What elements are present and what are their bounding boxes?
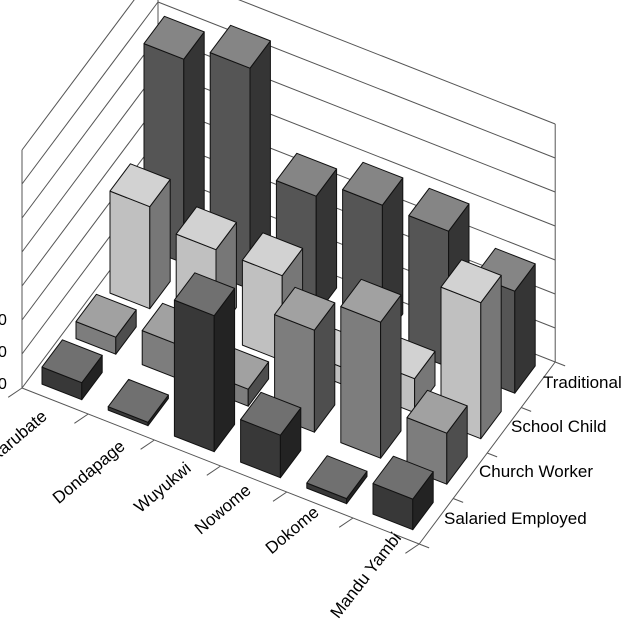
series-label-school-child: School Child xyxy=(511,417,606,436)
gridline-back-wall xyxy=(157,1,556,159)
bar-salaried-employed-3 xyxy=(240,391,302,479)
floor-tick-category xyxy=(405,543,420,554)
bar-top-face xyxy=(340,278,402,323)
category-label-mandu-yambi: Mandu Yambi xyxy=(327,529,406,622)
floor-tick-series xyxy=(487,452,498,458)
bar-front-face xyxy=(109,190,151,310)
series-label-salaried-employed: Salaried Employed xyxy=(444,509,587,528)
bar-top-face xyxy=(274,286,336,331)
bar-top-face xyxy=(109,163,171,208)
floor-tick-series xyxy=(453,498,464,503)
bar-top-face xyxy=(240,391,302,436)
bar-top-face xyxy=(75,293,137,338)
y-tick-label-1: 0 xyxy=(0,344,7,361)
gridline-left-wall xyxy=(21,69,159,253)
bar-side-face xyxy=(213,287,236,453)
bar-front-face xyxy=(340,306,382,459)
bar-church-worker-5 xyxy=(406,389,468,485)
floor-tick-series xyxy=(419,543,430,549)
bar-salaried-employed-1 xyxy=(107,378,169,427)
bar-top-face xyxy=(342,161,404,206)
floor-tick-series xyxy=(521,407,532,412)
floor-tick-category xyxy=(272,491,288,502)
category-label-wuyukwi: Wuyukwi xyxy=(130,459,194,517)
bar-top-face xyxy=(275,152,338,197)
gridline-back-wall xyxy=(238,0,556,125)
bar-salaried-employed-2 xyxy=(173,272,236,453)
bar-school-child-0 xyxy=(109,163,171,310)
bar-top-face xyxy=(209,24,271,69)
floor-tick-category xyxy=(140,439,155,450)
bar-top-face xyxy=(143,15,205,60)
bar-salaried-employed-5 xyxy=(372,455,434,531)
bar-salaried-employed-4 xyxy=(306,455,368,505)
y-tick-label-0: 0 xyxy=(0,376,7,393)
series-label-church-worker: Church Worker xyxy=(479,462,593,481)
bar-top-face xyxy=(406,389,468,434)
bar-top-face xyxy=(241,232,304,277)
gridline-left-wall xyxy=(21,103,159,287)
category-label-nowome: Nowome xyxy=(191,481,255,539)
bar-top-face xyxy=(41,339,103,384)
gridline-left-wall xyxy=(21,0,135,151)
floor-tick-category xyxy=(338,517,354,528)
series-label-traditional: Traditional xyxy=(543,373,622,392)
floor-tick-category xyxy=(206,465,221,476)
bar-salaried-employed-0 xyxy=(41,339,103,401)
category-label-dondapage: Dondapage xyxy=(49,437,129,508)
bar-side-face xyxy=(480,274,502,440)
category-label-karubate: Karubate xyxy=(0,407,51,466)
gridline-left-wall xyxy=(21,35,159,219)
floor-tick-series xyxy=(555,361,566,367)
bar-church-worker-4 xyxy=(340,278,402,459)
bar-top-face xyxy=(306,455,368,500)
category-label-dokome: Dokome xyxy=(262,503,323,558)
bar-top-face xyxy=(173,272,236,317)
floor-tick-category xyxy=(7,387,23,398)
bar-side-face xyxy=(380,294,402,459)
bar-church-worker-3 xyxy=(274,286,336,433)
gridline-left-wall xyxy=(21,1,159,185)
bar-front-face xyxy=(173,299,215,453)
bar-top-face xyxy=(408,187,470,232)
bar-top-face xyxy=(107,378,169,423)
bar-top-face xyxy=(175,206,237,251)
floor-tick-category xyxy=(74,413,89,424)
y-tick-label-2: 0 xyxy=(0,312,7,329)
bar-top-face xyxy=(372,455,434,500)
bar-series-group xyxy=(41,15,536,531)
bar-church-worker-0 xyxy=(75,293,137,355)
bar-top-face xyxy=(440,259,502,304)
